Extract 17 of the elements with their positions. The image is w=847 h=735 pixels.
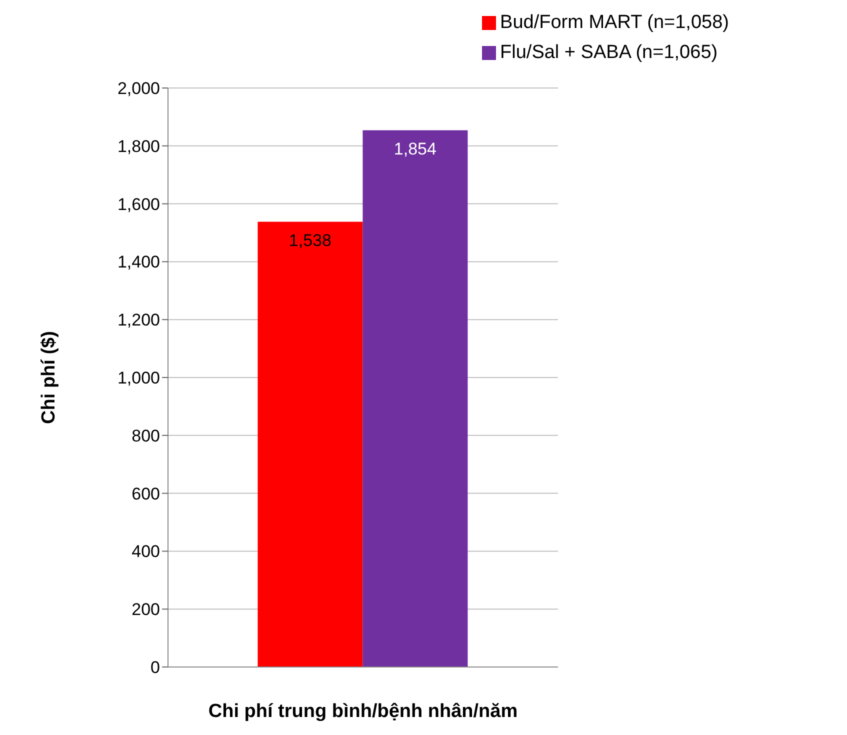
y-tick-label: 400: [132, 542, 160, 562]
y-tick-label: 800: [132, 426, 160, 446]
legend-label: Bud/Form MART (n=1,058): [500, 12, 729, 33]
y-tick-label: 1,800: [117, 136, 160, 156]
legend-label: Flu/Sal + SABA (n=1,065): [500, 42, 718, 63]
y-axis-title: Chi phí ($): [38, 331, 60, 424]
y-tick-label: 1,200: [117, 310, 160, 330]
y-tick-label: 1,600: [117, 194, 160, 214]
y-tick-label: 200: [132, 600, 160, 620]
y-tick-label: 2,000: [117, 79, 160, 98]
y-tick-label: 1,400: [117, 252, 160, 272]
y-tick-label: 1,000: [117, 368, 160, 388]
y-tick-label: 0: [150, 658, 160, 678]
data-label: 1,854: [394, 139, 436, 158]
data-label: 1,538: [288, 230, 332, 250]
x-axis-title: Chi phí trung bình/bệnh nhân/năm: [208, 701, 518, 722]
y-tick-label: 600: [132, 484, 160, 504]
